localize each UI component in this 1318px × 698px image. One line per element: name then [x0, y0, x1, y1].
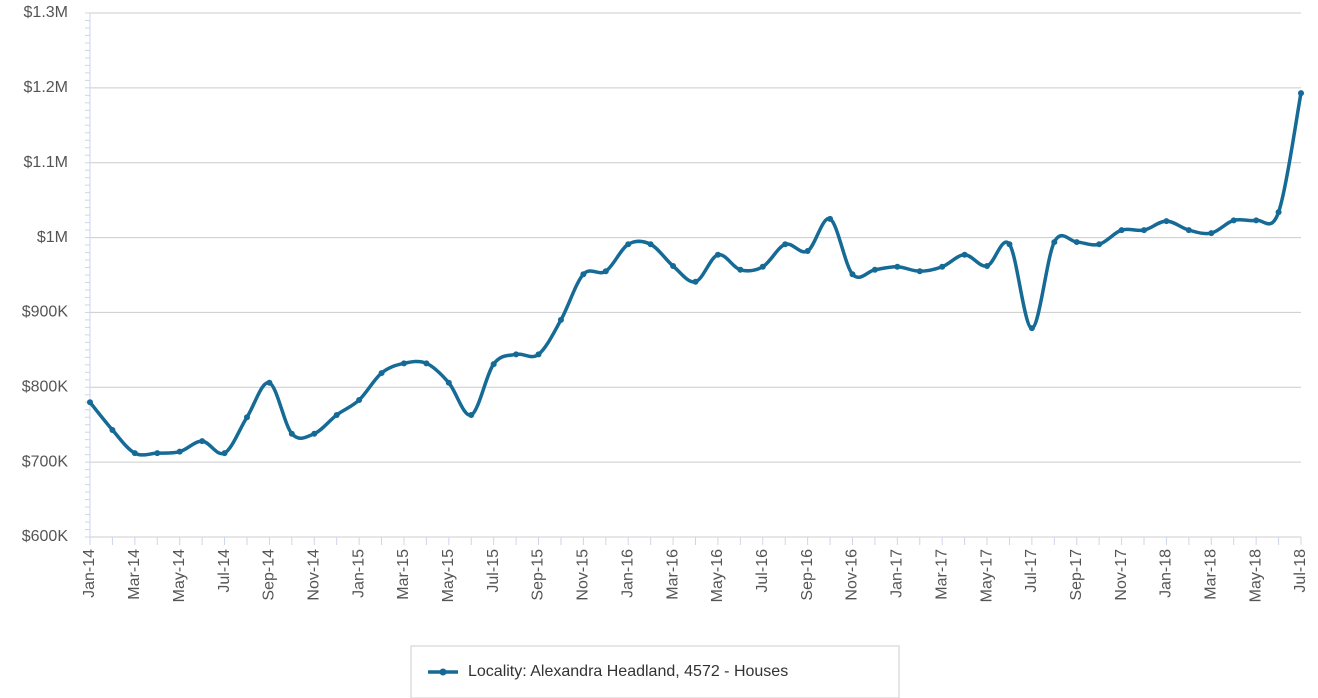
y-tick-label: $600K	[22, 528, 69, 545]
point	[759, 263, 766, 270]
x-tick-label: Jul-18	[1292, 549, 1309, 593]
point	[782, 241, 789, 248]
legend-dot	[439, 668, 447, 676]
point	[1118, 227, 1125, 234]
x-tick-label: May-18	[1247, 549, 1264, 602]
point	[827, 215, 834, 222]
x-tick-label: Mar-15	[395, 549, 412, 600]
point	[1073, 239, 1080, 246]
point	[1185, 227, 1192, 234]
point	[625, 241, 632, 248]
point	[221, 450, 228, 457]
x-tick-label: Mar-16	[664, 549, 681, 600]
x-tick-label: Sep-16	[799, 549, 816, 601]
x-tick-label: Nov-15	[575, 549, 592, 601]
point	[737, 266, 744, 273]
y-tick-label: $1.3M	[24, 4, 68, 21]
x-tick-label: May-14	[171, 549, 188, 602]
point	[288, 430, 295, 437]
point	[311, 430, 318, 437]
point	[1141, 227, 1148, 234]
point	[557, 316, 564, 323]
point	[670, 263, 677, 270]
point	[243, 414, 250, 421]
point	[199, 438, 206, 445]
y-tick-label: $1.2M	[24, 79, 68, 96]
point	[1275, 209, 1282, 216]
point	[378, 370, 385, 377]
x-tick-label: Jul-16	[754, 549, 771, 593]
y-tick-label: $900K	[22, 304, 69, 321]
point	[468, 411, 475, 418]
point	[602, 268, 609, 275]
x-tick-label: May-16	[709, 549, 726, 602]
point	[423, 360, 430, 367]
point	[871, 266, 878, 273]
point	[714, 251, 721, 258]
x-tick-label: Jul-17	[1023, 549, 1040, 593]
x-tick-label: Jan-15	[350, 549, 367, 598]
x-tick-label: Nov-14	[305, 549, 322, 601]
y-tick-label: $700K	[22, 453, 69, 470]
x-tick-label: Sep-15	[530, 549, 547, 601]
point	[647, 241, 654, 248]
x-tick-label: Jul-15	[485, 549, 502, 593]
x-tick-label: Jan-17	[889, 549, 906, 598]
x-tick-label: Mar-14	[126, 549, 143, 600]
point	[513, 351, 520, 358]
y-tick-label: $1M	[37, 229, 68, 246]
legend-box	[410, 645, 900, 698]
point	[1253, 217, 1260, 224]
point	[154, 450, 161, 457]
point	[984, 263, 991, 270]
point	[1298, 90, 1304, 97]
series-line	[88, 92, 1303, 457]
point	[1230, 217, 1237, 224]
x-tick-label: Jan-18	[1158, 549, 1175, 598]
point	[109, 426, 116, 433]
y-tick-label: $800K	[22, 379, 69, 396]
point	[266, 379, 273, 386]
x-tick-label: Mar-18	[1203, 549, 1220, 600]
point	[894, 263, 901, 270]
point	[1006, 241, 1013, 248]
point	[1028, 325, 1035, 332]
point	[490, 361, 497, 368]
point	[849, 271, 856, 278]
point	[131, 450, 138, 457]
point	[1208, 230, 1215, 237]
point	[939, 263, 946, 270]
point	[176, 448, 183, 455]
point	[1096, 241, 1103, 248]
x-tick-label: Jul-14	[216, 549, 233, 593]
point	[804, 248, 811, 255]
x-tick-label: Nov-16	[844, 549, 861, 601]
x-tick-label: Jan-16	[619, 549, 636, 598]
point	[1163, 218, 1170, 225]
x-tick-label: Jan-14	[81, 549, 98, 598]
x-tick-label: Nov-17	[1113, 549, 1130, 601]
point	[692, 278, 699, 285]
point	[445, 379, 452, 386]
x-tick-label: May-15	[440, 549, 457, 602]
point	[961, 251, 968, 258]
point	[1051, 239, 1058, 246]
y-tick-label: $1.1M	[24, 154, 68, 171]
point	[333, 411, 340, 418]
point	[580, 271, 587, 278]
point	[87, 399, 93, 406]
x-tick-label: Mar-17	[933, 549, 950, 600]
point	[916, 268, 923, 275]
point	[535, 351, 542, 358]
legend-label: Locality: Alexandra Headland, 4572 - Hou…	[468, 663, 788, 680]
x-tick-label: Sep-14	[261, 549, 278, 601]
x-tick-label: May-17	[978, 549, 995, 602]
point	[400, 360, 407, 367]
x-tick-label: Sep-17	[1068, 549, 1085, 601]
point	[356, 397, 363, 404]
